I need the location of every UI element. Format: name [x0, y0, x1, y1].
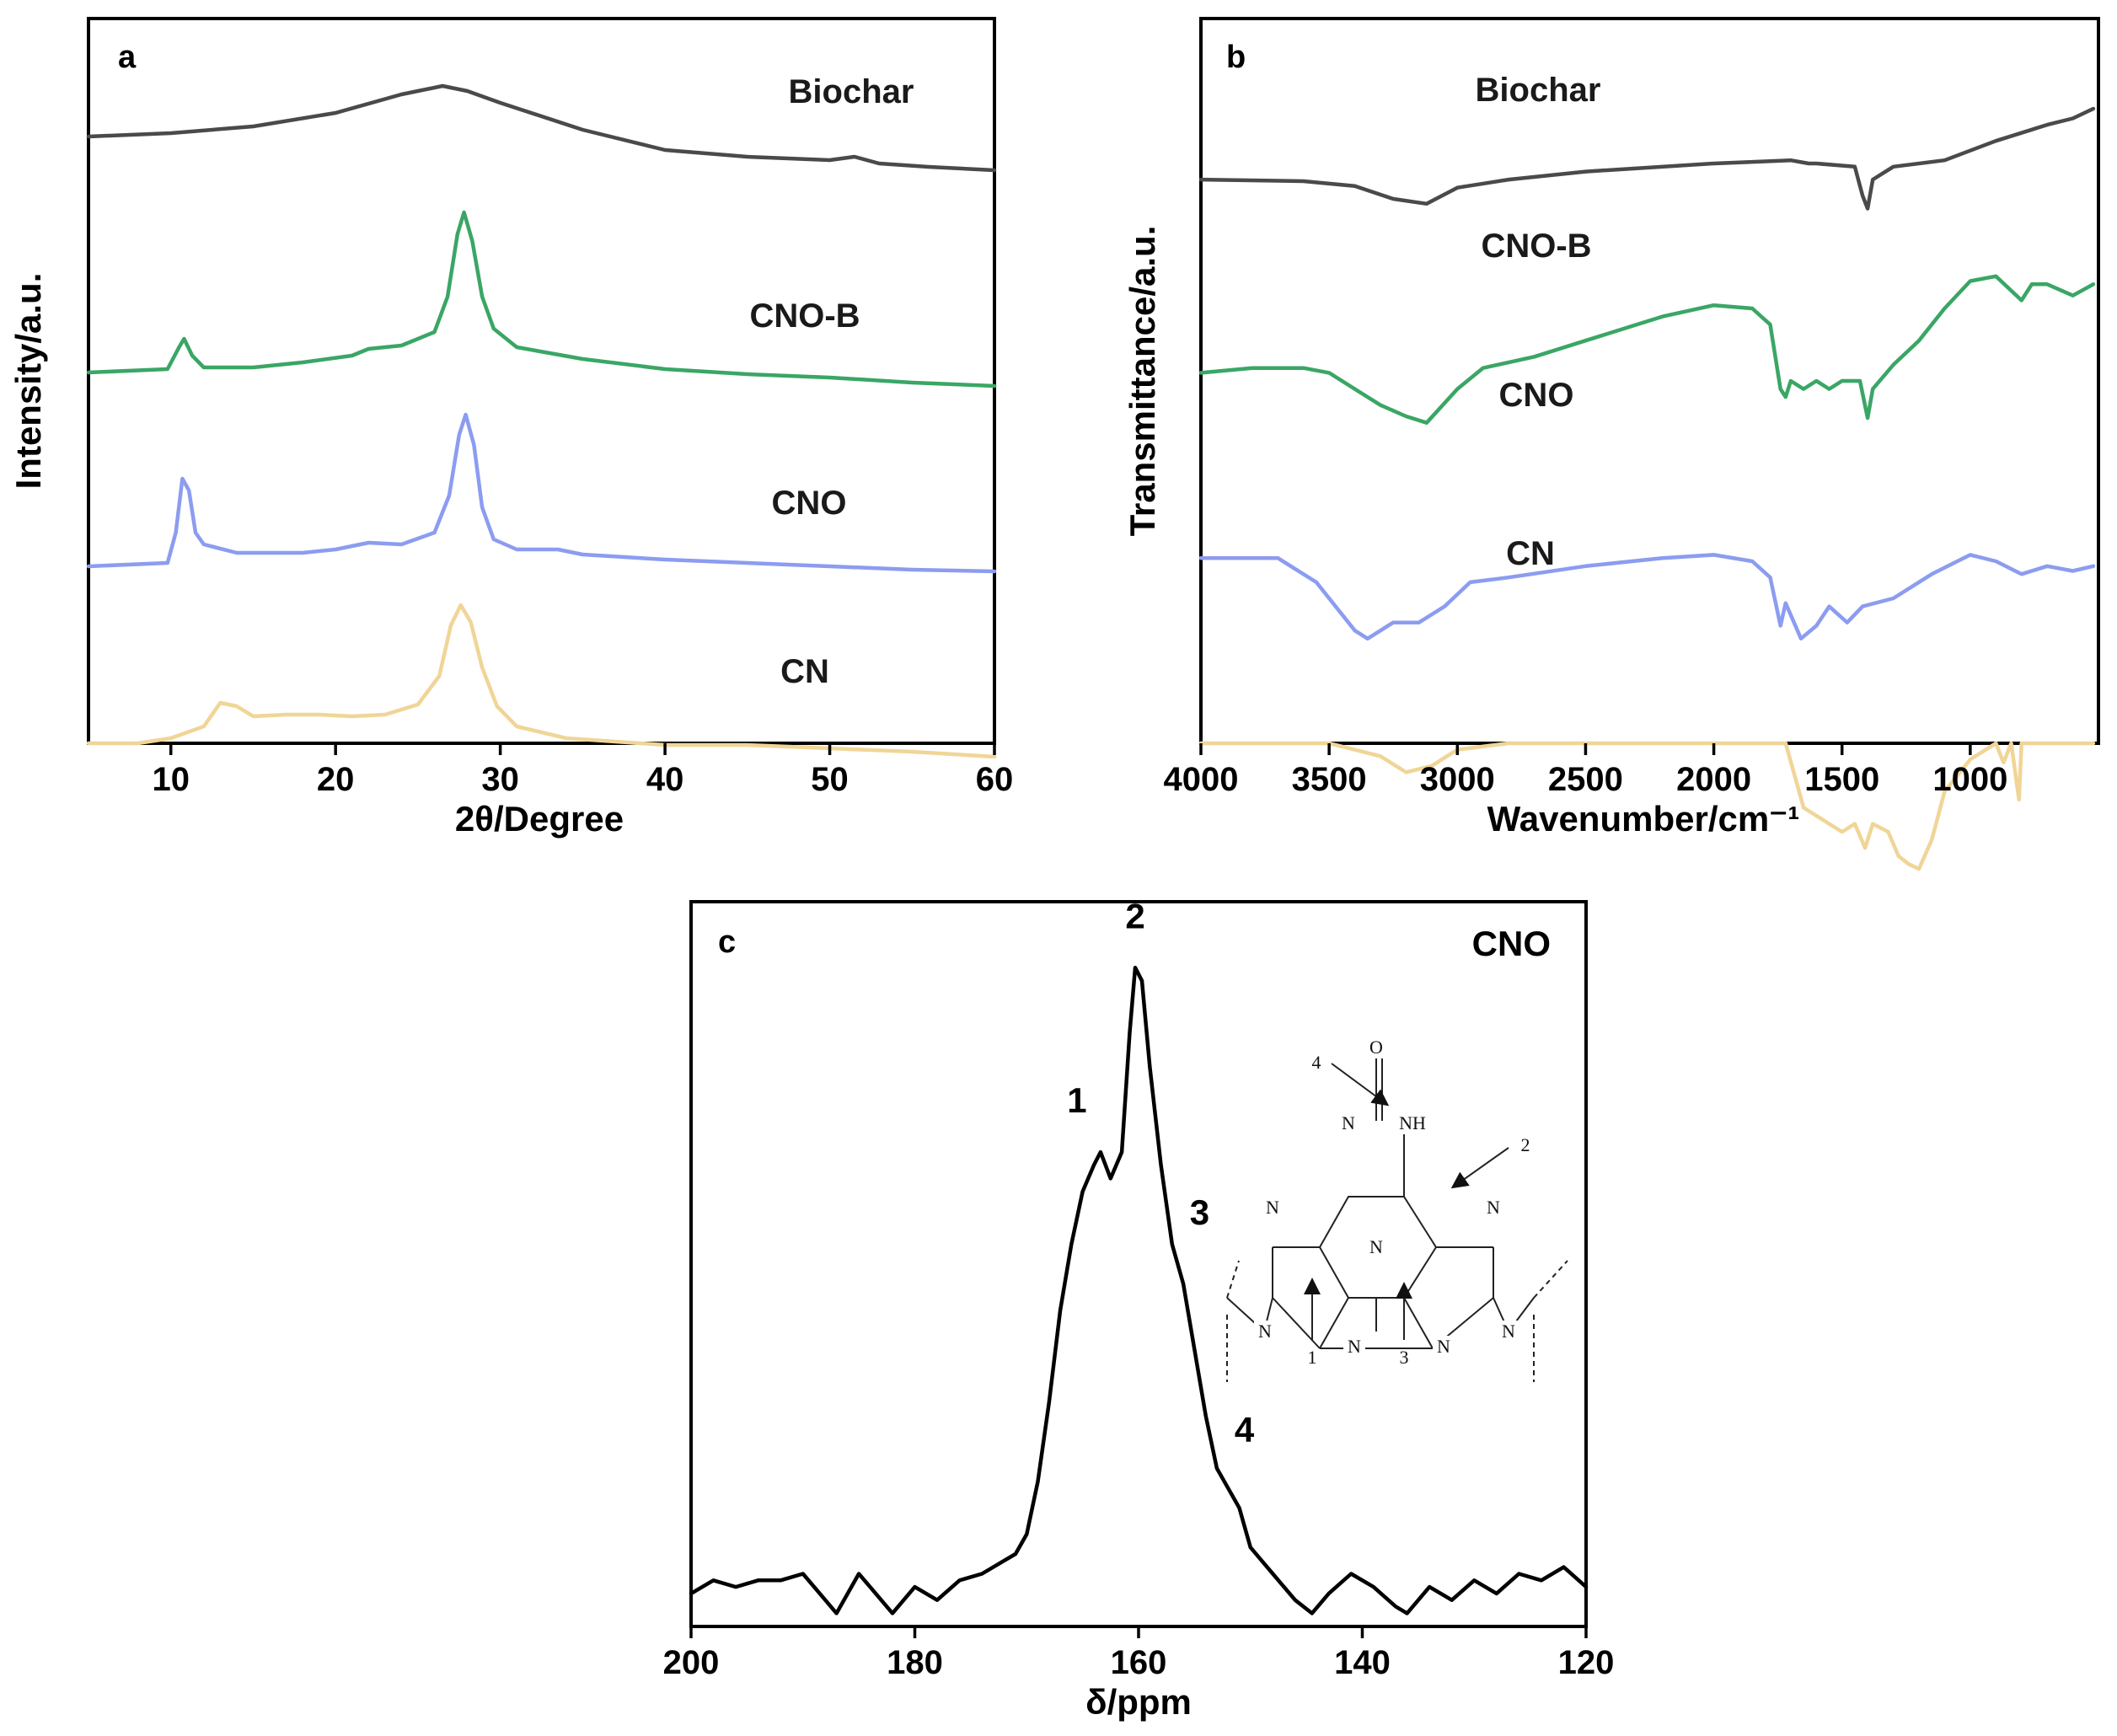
bond	[1403, 1297, 1434, 1349]
series-line-cno	[689, 965, 1589, 1615]
panel-b-x-axis: 4000 3500 3000 2500 2000 1500 1000	[1164, 743, 2007, 798]
panel-a-frame	[87, 17, 996, 745]
panel-b-label-cn: CN	[1506, 535, 1555, 572]
panel-b-label-cno-b: CNO-B	[1481, 228, 1591, 265]
panel-c-title: CNO	[1472, 924, 1551, 963]
series-line-cno-b	[1198, 274, 2096, 425]
panel-a-label-cno-b: CNO-B	[749, 297, 860, 335]
x-tick-label: 140	[1334, 1644, 1391, 1681]
series-line-biochar	[1198, 106, 2096, 211]
structure-label-1: 1	[1308, 1347, 1317, 1368]
atom-n: N	[1258, 1321, 1272, 1342]
panel-b-label-biochar: Biochar	[1476, 72, 1601, 109]
series-line-cno	[86, 412, 997, 574]
panel-c-peak-labels: 1 2 3 4	[1067, 896, 1255, 1449]
panel-c-letter: c	[718, 924, 736, 960]
panel-b-series	[1198, 106, 2096, 871]
atom-n: N	[1266, 1197, 1279, 1218]
panel-c-x-axis: 200 180 160 140 120	[663, 1626, 1615, 1681]
series-line-cn	[86, 603, 997, 759]
x-tick-label: 3000	[1420, 761, 1495, 798]
panel-a-x-axis: 10 20 30 40 50 60	[152, 743, 1013, 798]
x-tick-label: 180	[887, 1644, 943, 1681]
atom-n: N	[1342, 1112, 1355, 1133]
atom-n: N	[1348, 1336, 1361, 1357]
x-tick-label: 120	[1558, 1644, 1615, 1681]
x-tick-label: 4000	[1164, 761, 1239, 798]
bond	[1319, 1297, 1349, 1349]
series-line-cno-b	[86, 210, 997, 388]
dashed-bond	[1533, 1260, 1568, 1299]
panel-a-xrd: a Biochar CNO-B CNO CN 10 20 30 40 50 60 2θ/D…	[8, 17, 1013, 839]
x-tick-label: 40	[646, 761, 684, 798]
panel-a-label-cno: CNO	[772, 485, 847, 522]
panel-b-frame	[1199, 17, 2100, 745]
peak-label-4: 4	[1235, 1410, 1255, 1449]
panel-a-label-cn: CN	[780, 653, 829, 690]
series-line-biochar	[86, 83, 997, 173]
panel-a-xlabel: 2θ/Degree	[455, 799, 624, 839]
x-tick-label: 10	[152, 761, 190, 798]
x-tick-label: 200	[663, 1644, 720, 1681]
arrow-2	[1450, 1147, 1509, 1189]
structure-label-4: 4	[1312, 1052, 1321, 1073]
panel-c-nmr: c CNO 1 2 3 4 200 180 160 140 120 δ/ppm	[663, 896, 1615, 1722]
panel-c-xlabel: δ/ppm	[1085, 1682, 1192, 1722]
panel-a-series	[86, 83, 997, 759]
structure-label-2: 2	[1521, 1134, 1530, 1155]
x-tick-label: 160	[1111, 1644, 1167, 1681]
panel-a-letter: a	[118, 40, 137, 75]
x-tick-label: 20	[317, 761, 355, 798]
arrow-4	[1331, 1063, 1390, 1106]
x-tick-label: 60	[976, 761, 1014, 798]
atom-nh: NH	[1399, 1112, 1426, 1133]
panel-c-frame	[689, 900, 1588, 1628]
panel-b-ylabel: Transmittance/a.u.	[1123, 226, 1162, 537]
panel-b-xlabel: Wavenumber/cm⁻¹	[1487, 799, 1800, 839]
atom-o: O	[1369, 1037, 1383, 1058]
peak-label-2: 2	[1125, 896, 1144, 935]
atom-n: N	[1487, 1197, 1500, 1218]
dashed-bond	[1226, 1260, 1240, 1299]
heptazine-structure: O NH N N N N N N N N	[1226, 1037, 1568, 1382]
x-tick-label: 1500	[1804, 761, 1879, 798]
panel-b-label-cno: CNO	[1499, 377, 1574, 414]
series-line-cno	[1198, 553, 2096, 641]
structure-label-3: 3	[1400, 1347, 1409, 1368]
panel-c-series	[689, 965, 1589, 1615]
atom-n: N	[1437, 1336, 1450, 1357]
atom-n: N	[1502, 1321, 1515, 1342]
x-tick-label: 30	[481, 761, 519, 798]
panel-b-ftir: b Biochar CNO-B CNO CN 4000 3500 3000 2500 2…	[1123, 17, 2100, 871]
peak-label-3: 3	[1190, 1192, 1209, 1232]
panel-a-ylabel: Intensity/a.u.	[8, 273, 48, 490]
peak-label-1: 1	[1067, 1080, 1086, 1120]
atom-n: N	[1369, 1236, 1383, 1257]
x-tick-label: 1000	[1932, 761, 2007, 798]
x-tick-label: 2500	[1548, 761, 1623, 798]
panel-b-letter: b	[1226, 40, 1246, 75]
panel-a-label-biochar: Biochar	[789, 73, 914, 110]
x-tick-label: 50	[811, 761, 849, 798]
x-tick-label: 2000	[1676, 761, 1751, 798]
x-tick-label: 3500	[1292, 761, 1367, 798]
